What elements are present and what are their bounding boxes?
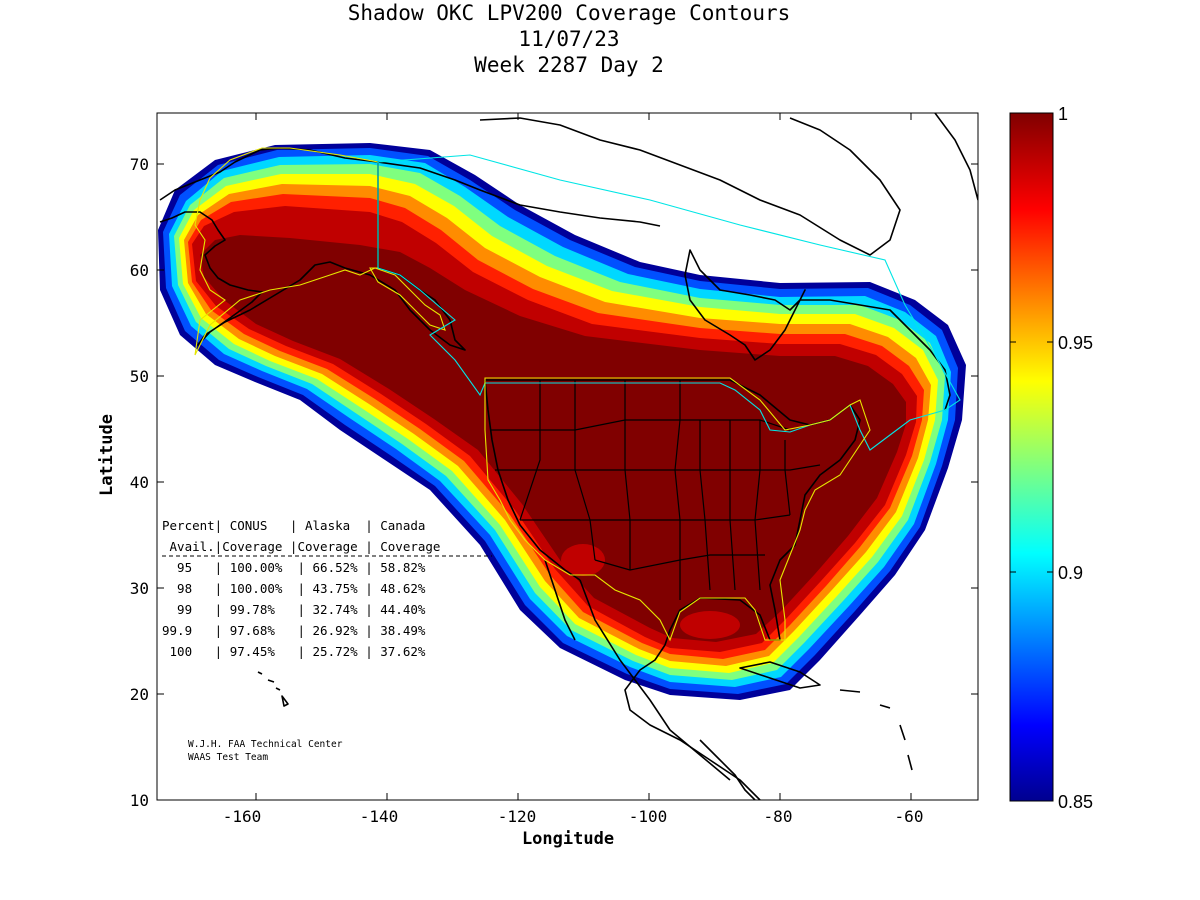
credit-line-2: WAAS Test Team: [188, 752, 268, 763]
plot-frame: [156, 112, 979, 801]
hawaii-islands: [257, 671, 289, 707]
coverage-contours: [158, 143, 966, 700]
credit-line-1: W.J.H. FAA Technical Center: [188, 739, 343, 750]
baja-california: [544, 559, 576, 641]
y-tick-label: 40: [130, 473, 149, 492]
colorbar-tick-label: 0.85: [1058, 792, 1093, 812]
table-row: 95 | 100.00% | 66.52% | 58.82%: [162, 560, 426, 575]
x-tick-label: -160: [223, 807, 262, 826]
colorbar-tick-label: 0.9: [1058, 563, 1083, 583]
alaska-outline: [159, 147, 466, 351]
greenland-edge: [934, 113, 978, 201]
y-tick-label: 50: [130, 367, 149, 386]
y-axis-label: Latitude: [97, 414, 117, 496]
caribbean-islands: [839, 689, 913, 771]
table-row: 99.9 | 97.68% | 26.92% | 38.49%: [162, 623, 426, 638]
cuba: [739, 661, 821, 689]
mexico-gulf-coast: [624, 644, 761, 800]
colorbar: 1 0.95 0.9 0.85: [1009, 104, 1093, 812]
arctic-islands: [479, 117, 901, 256]
state-lines: [490, 380, 821, 600]
colorbar-gradient: [1010, 113, 1053, 801]
x-tick-label: -80: [764, 807, 793, 826]
chart-date: 11/07/23: [518, 27, 620, 51]
region-boundaries: [194, 147, 961, 642]
contour-band-100: [200, 235, 906, 642]
x-tick-label: -60: [895, 807, 924, 826]
table-header-2: Avail.|Coverage |Coverage | Coverage: [162, 539, 440, 554]
y-tick-label: 20: [130, 685, 149, 704]
canada-north-coast: [377, 161, 661, 227]
alaska-boundary: [194, 147, 446, 356]
labrador-coast: [800, 299, 951, 411]
table-row: 99 | 99.78% | 32.74% | 44.40%: [162, 602, 426, 617]
x-tick-labels: -160 -140 -120 -100 -80 -60: [223, 807, 924, 826]
y-tick-label: 30: [130, 579, 149, 598]
table-header-1: Percent| CONUS | Alaska | Canada: [162, 518, 425, 533]
chart-week-day: Week 2287 Day 2: [474, 53, 664, 77]
axis-ticks: [157, 113, 978, 801]
conus-boundary: [484, 377, 871, 642]
us-west-coast: [484, 379, 581, 581]
colorbar-tick-label: 1: [1058, 104, 1068, 124]
contour-island-2: [680, 611, 740, 639]
table-row: 98 | 100.00% | 43.75% | 48.62%: [162, 581, 426, 596]
x-axis-label: Longitude: [522, 829, 614, 849]
x-tick-label: -100: [629, 807, 668, 826]
table-row: 100 | 97.45% | 25.72% | 37.62%: [162, 644, 426, 659]
central-america: [699, 739, 756, 800]
y-tick-labels: 10 20 30 40 50 60 70: [130, 155, 149, 810]
colorbar-frame: [1009, 112, 1054, 802]
y-tick-label: 10: [130, 791, 149, 810]
hudson-bay: [684, 249, 806, 361]
mexico-pacific-coast: [579, 579, 731, 781]
x-tick-label: -120: [498, 807, 537, 826]
y-tick-label: 60: [130, 261, 149, 280]
coverage-table: Percent| CONUS | Alaska | Canada Avail.|…: [162, 518, 492, 659]
chart-title: Shadow OKC LPV200 Coverage Contours: [347, 1, 791, 25]
x-tick-label: -140: [360, 807, 399, 826]
y-tick-label: 70: [130, 155, 149, 174]
colorbar-tick-label: 0.95: [1058, 333, 1093, 353]
